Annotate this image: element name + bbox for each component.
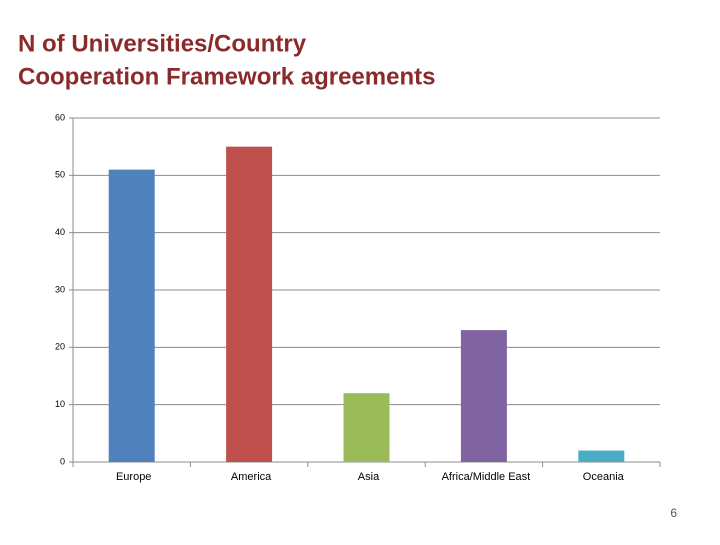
y-tick-label: 20: [55, 342, 65, 352]
y-tick-label: 40: [55, 227, 65, 237]
chart-title: N of Universities/Country: [18, 30, 307, 57]
bar: [460, 330, 507, 462]
x-tick-label: America: [231, 471, 272, 483]
y-tick-label: 10: [55, 399, 65, 409]
y-tick-label: 50: [55, 170, 65, 180]
bar: [108, 169, 155, 462]
chart-subtitle: Cooperation Framework agreements: [18, 63, 435, 90]
y-tick-label: 60: [55, 112, 65, 122]
bar: [578, 450, 625, 462]
slide-number: 6: [670, 506, 677, 520]
bar: [226, 146, 273, 462]
x-tick-label: Europe: [116, 471, 151, 483]
x-tick-label: Asia: [358, 471, 380, 483]
x-tick-label: Oceania: [583, 471, 625, 483]
y-tick-label: 30: [55, 284, 65, 294]
x-tick-label: Africa/Middle East: [442, 471, 531, 483]
bar: [343, 393, 390, 462]
y-tick-label: 0: [60, 456, 65, 466]
